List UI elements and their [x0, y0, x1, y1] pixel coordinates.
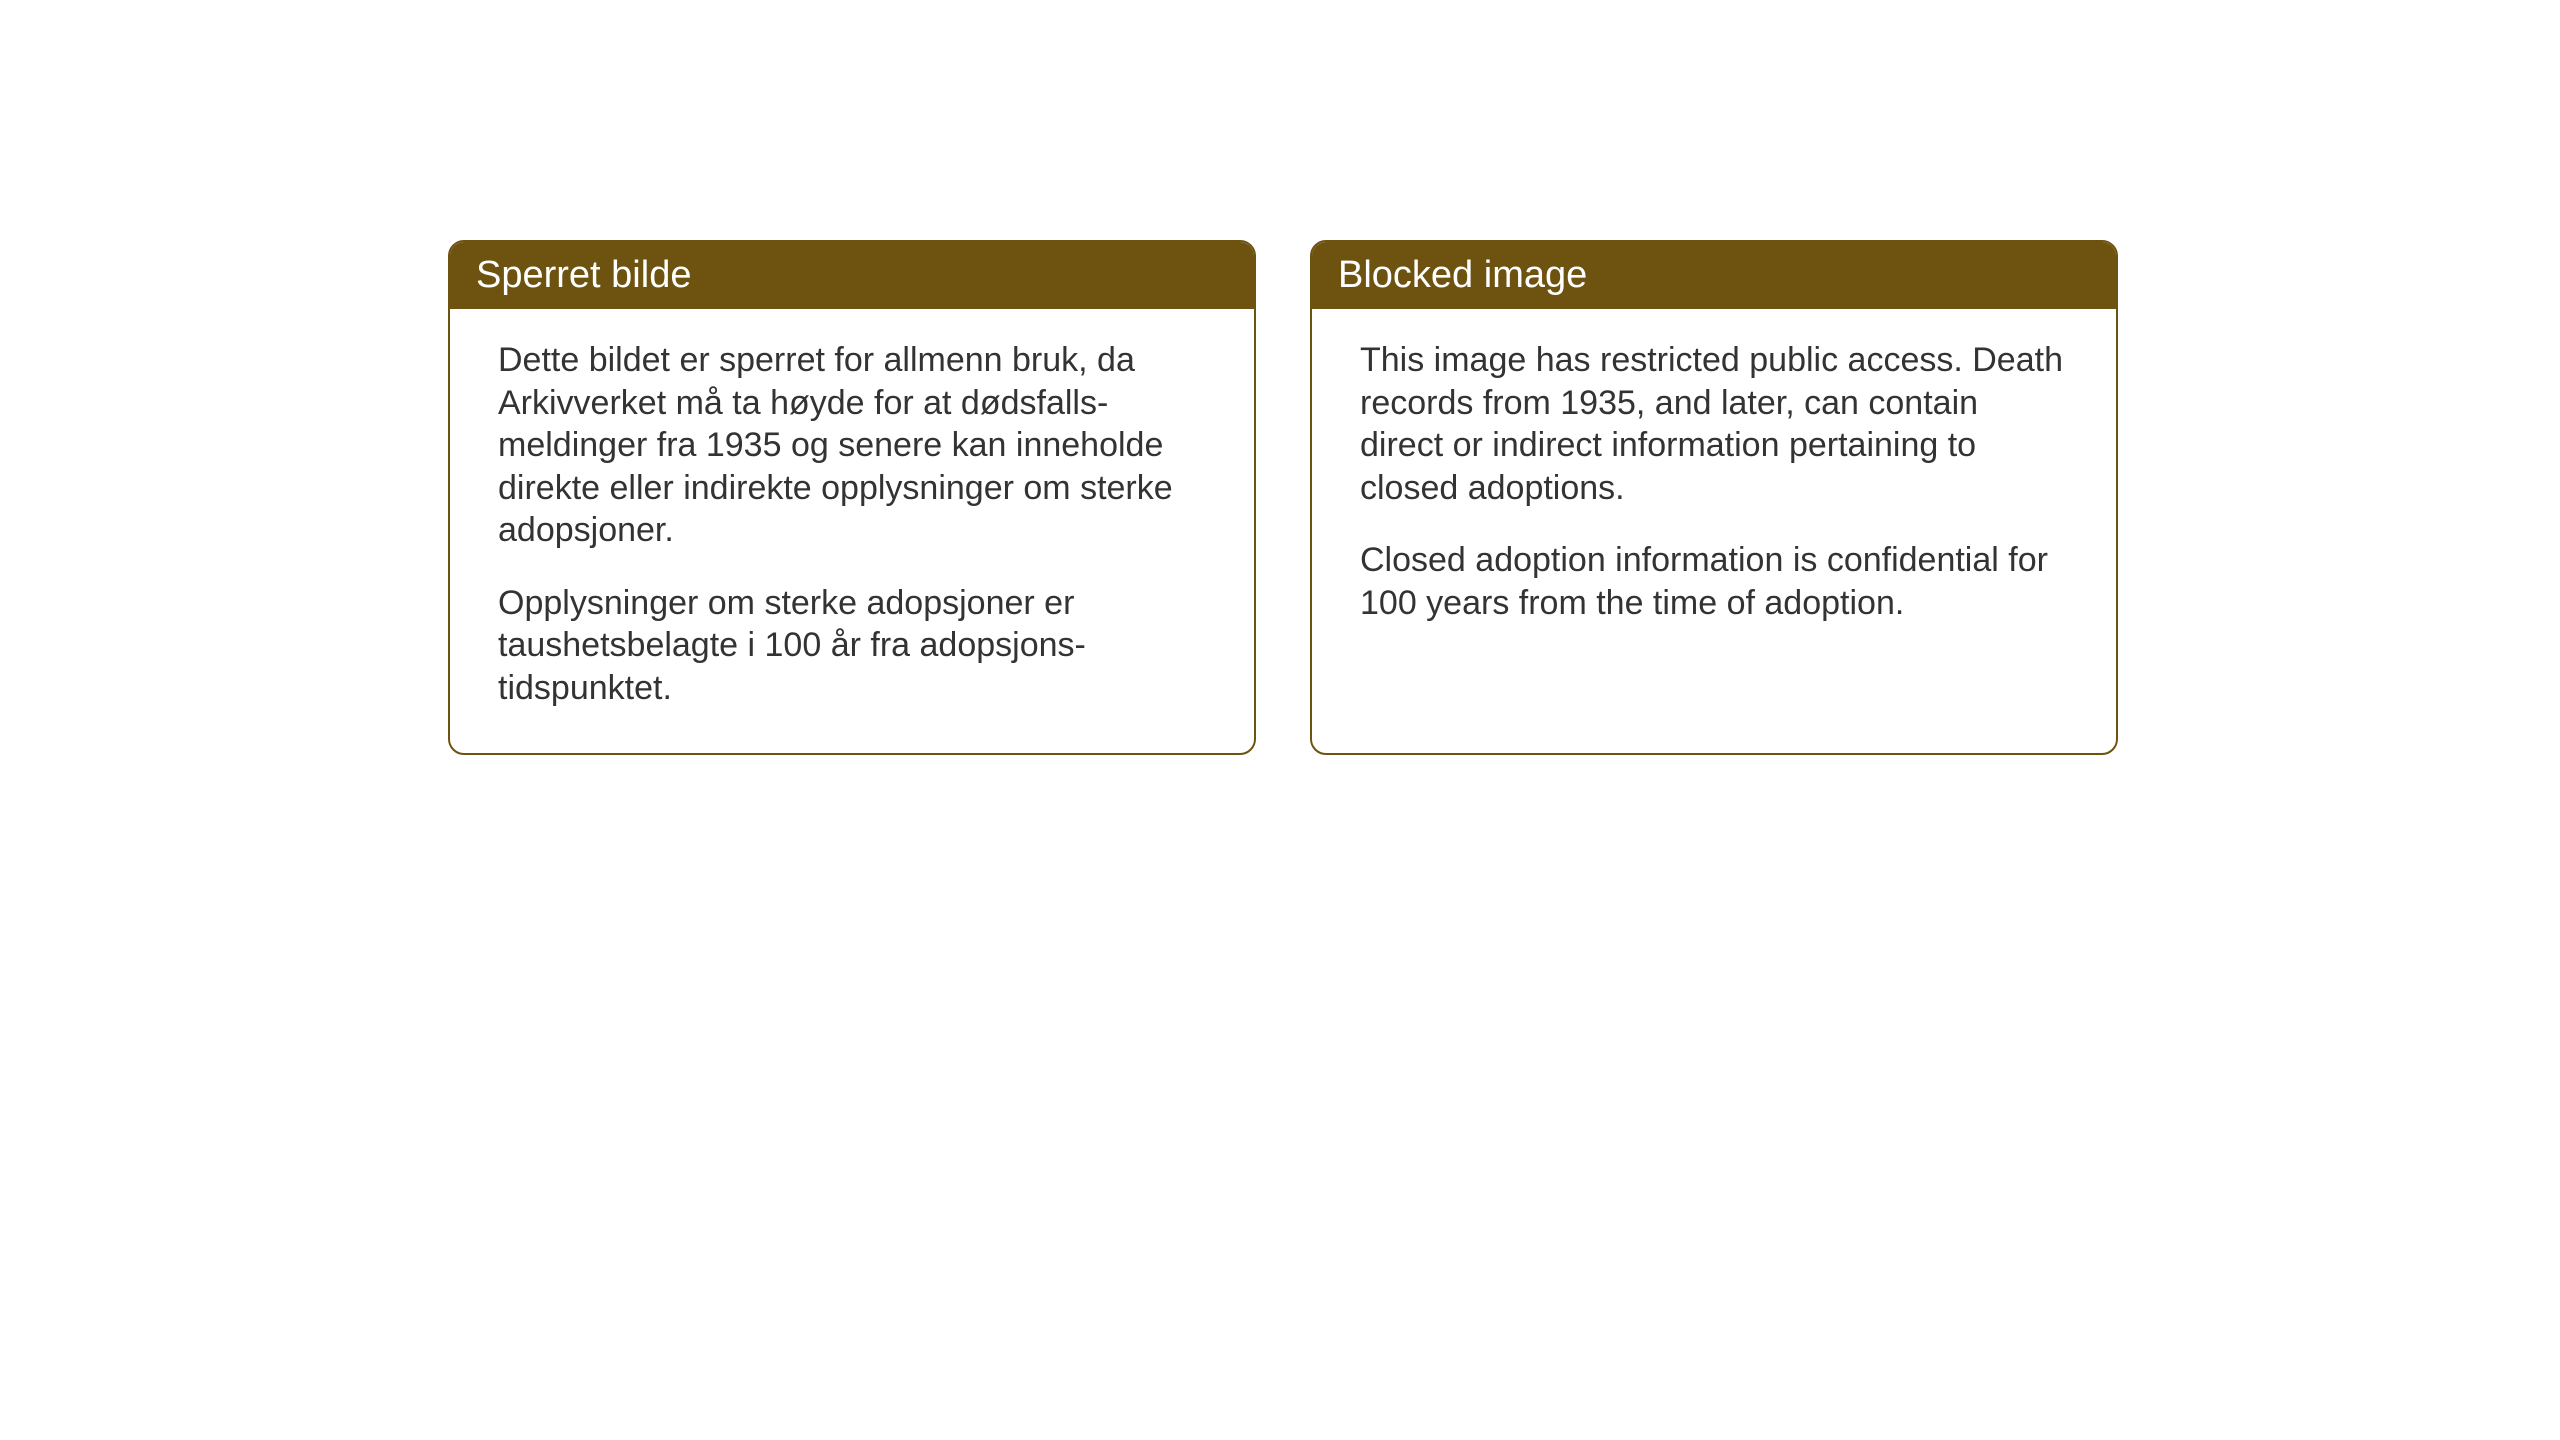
english-paragraph-2: Closed adoption information is confident… — [1360, 539, 2068, 624]
english-paragraph-1: This image has restricted public access.… — [1360, 339, 2068, 509]
norwegian-card-title: Sperret bilde — [476, 254, 691, 296]
english-card-title: Blocked image — [1338, 254, 1587, 296]
english-card-header: Blocked image — [1312, 242, 2116, 309]
norwegian-card: Sperret bilde Dette bildet er sperret fo… — [448, 240, 1256, 755]
cards-container: Sperret bilde Dette bildet er sperret fo… — [448, 240, 2560, 755]
english-card-body: This image has restricted public access.… — [1312, 309, 2116, 732]
norwegian-paragraph-2: Opplysninger om sterke adopsjoner er tau… — [498, 582, 1206, 710]
english-card: Blocked image This image has restricted … — [1310, 240, 2118, 755]
norwegian-card-body: Dette bildet er sperret for allmenn bruk… — [450, 309, 1254, 753]
norwegian-card-header: Sperret bilde — [450, 242, 1254, 309]
norwegian-paragraph-1: Dette bildet er sperret for allmenn bruk… — [498, 339, 1206, 552]
